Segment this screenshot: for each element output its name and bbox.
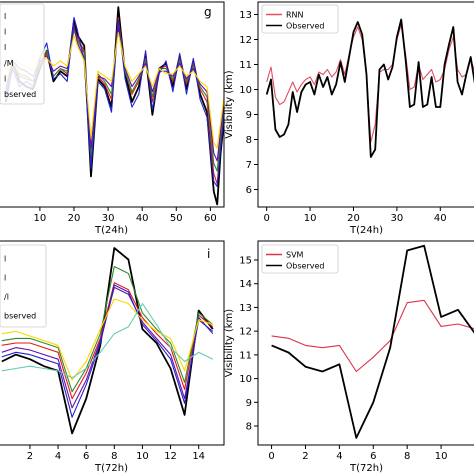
y-tick-label: 13 xyxy=(239,303,252,314)
y-tick-label: 10 xyxy=(239,85,252,96)
x-tick-label: 30 xyxy=(102,213,115,224)
legend-entry: bserved xyxy=(4,90,36,99)
x-tick-label: 0 xyxy=(268,451,274,462)
series-line-1 xyxy=(271,299,474,373)
plot-frame xyxy=(257,240,474,446)
x-tick-label: 8 xyxy=(404,451,410,462)
series-group xyxy=(1,247,214,435)
series-line-2 xyxy=(265,18,474,158)
x-axis-label: T(24h) xyxy=(349,225,383,236)
x-tick-label: 10 xyxy=(34,213,47,224)
x-tick-label: 30 xyxy=(391,213,404,224)
legend-entry: Observed xyxy=(286,262,325,271)
x-tick-label: 10 xyxy=(304,213,317,224)
y-tick-label: 13 xyxy=(239,10,252,21)
legend-entry: l xyxy=(4,255,6,264)
y-tick-label: 15 xyxy=(239,255,252,266)
x-tick-label: 8 xyxy=(111,451,117,462)
series-group xyxy=(271,244,474,439)
x-tick-label: 20 xyxy=(347,213,360,224)
legend-entry: SVM xyxy=(286,251,304,260)
plot-frame xyxy=(0,240,225,446)
series-group xyxy=(4,6,224,206)
x-tick-label: 4 xyxy=(55,451,61,462)
y-tick-label: 12 xyxy=(239,35,252,46)
y-tick-label: 8 xyxy=(246,422,252,433)
x-tick-label: 2 xyxy=(302,451,308,462)
legend-entry: l xyxy=(4,75,6,84)
x-axis-label: T(72h) xyxy=(94,463,128,474)
y-axis-label: Visibility (km) xyxy=(224,70,235,139)
x-tick-label: 10 xyxy=(435,451,448,462)
panel-label: i xyxy=(207,247,210,261)
y-tick-label: 11 xyxy=(239,350,252,361)
x-tick-label: 14 xyxy=(192,451,205,462)
x-tick-label: 60 xyxy=(204,213,217,224)
y-axis-label: Visibility (km) xyxy=(224,309,235,378)
y-tick-label: 10 xyxy=(239,374,252,385)
x-tick-label: 6 xyxy=(370,451,376,462)
legend-box xyxy=(0,3,45,105)
y-tick-label: 9 xyxy=(246,398,252,409)
legend-entry: Observed xyxy=(286,22,325,31)
legend-entry: l xyxy=(4,274,6,283)
legend: SVM Observed xyxy=(261,244,339,274)
legend: l l/l bserved xyxy=(0,244,47,328)
legend-entry: /l xyxy=(4,293,9,302)
series-line-2 xyxy=(271,244,474,439)
x-tick-label: 40 xyxy=(136,213,149,224)
legend-entry: /M xyxy=(4,59,14,68)
x-axis-label: T(24h) xyxy=(94,225,128,236)
legend-entry: bserved xyxy=(4,312,36,321)
plot-frame xyxy=(257,1,474,208)
panel-label: g xyxy=(204,5,212,19)
y-tick-label: 9 xyxy=(246,110,252,121)
series-line-5 xyxy=(5,16,224,188)
x-tick-label: 4 xyxy=(336,451,342,462)
chart-panel-3: 2 4 6 8 10 12 14 T(72h) i l l/l bserved xyxy=(0,240,225,474)
x-tick-label: 40 xyxy=(434,213,447,224)
x-tick-label: 50 xyxy=(170,213,183,224)
series-line-2 xyxy=(1,282,214,400)
plot-frame xyxy=(0,1,225,208)
x-tick-label: 10 xyxy=(136,451,149,462)
x-tick-label: 12 xyxy=(164,451,177,462)
y-tick-label: 12 xyxy=(239,327,252,338)
y-tick-label: 11 xyxy=(239,60,252,71)
series-line-3 xyxy=(1,265,214,393)
x-tick-label: 2 xyxy=(27,451,33,462)
chart-panel-4: 0 2 4 6 8 10 8 9 10 11 12 13 14 15 Visibility (km) T(72… xyxy=(224,240,474,474)
x-tick-label: 0 xyxy=(263,213,269,224)
y-tick-label: 14 xyxy=(239,279,252,290)
y-tick-label: 8 xyxy=(246,135,252,146)
legend-entry: l xyxy=(4,28,6,37)
series-line-7 xyxy=(1,303,214,379)
x-axis-label: T(72h) xyxy=(349,463,383,474)
chart-panel-2: 0 10 20 30 40 6 7 8 9 10 11 12 13 Visibility (km) T(24… xyxy=(224,1,474,236)
series-line-1 xyxy=(1,247,214,435)
x-tick-label: 6 xyxy=(83,451,89,462)
y-tick-label: 6 xyxy=(246,185,252,196)
series-group xyxy=(265,18,474,158)
y-tick-label: 7 xyxy=(246,160,252,171)
legend-entry: l xyxy=(4,12,6,21)
series-line-6 xyxy=(5,32,224,149)
legend-box xyxy=(0,244,47,328)
legend: RNN Observed xyxy=(261,4,339,34)
legend-entry: l xyxy=(4,43,6,52)
legend-entry: RNN xyxy=(286,11,304,20)
x-tick-label: 20 xyxy=(68,213,81,224)
